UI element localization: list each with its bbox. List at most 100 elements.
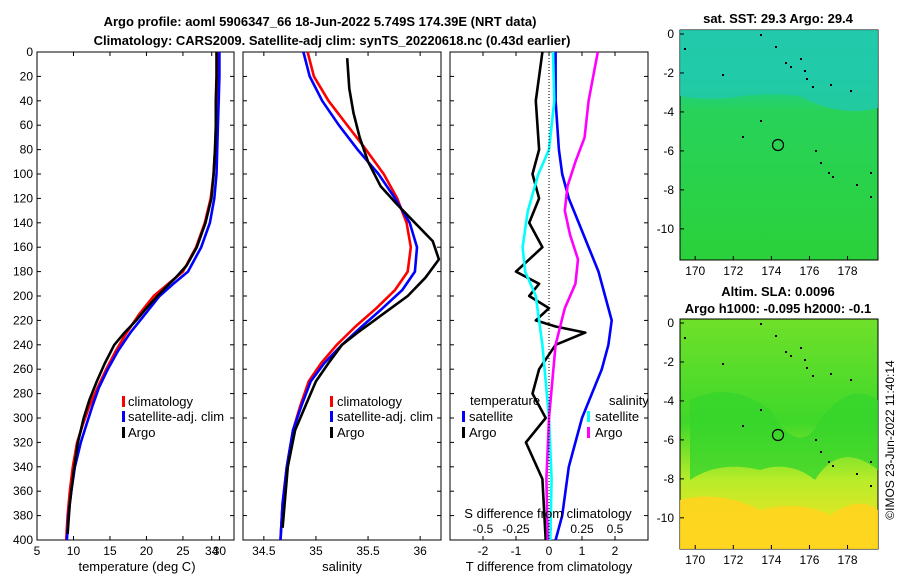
island-dot (760, 34, 762, 36)
legend-swatch-argo (330, 427, 333, 438)
salinity-lines (279, 51, 441, 541)
x-tick-label: 20 (140, 544, 154, 558)
legend-swatch-satellite (122, 411, 125, 422)
island-dot (742, 136, 744, 138)
x-tick-label: 0 (546, 544, 553, 558)
series-satellite-adj-clim (279, 51, 419, 541)
map-y-tick-label: 0 (667, 316, 674, 330)
sla-map-title-line-1: Altim. SLA: 0.0096 (721, 284, 834, 299)
island-dot (742, 425, 744, 427)
island-dot (870, 461, 872, 463)
series-argo (281, 58, 441, 528)
legend-swatch-climatology (122, 396, 125, 407)
x-tick-label: 1 (579, 544, 586, 558)
legend-satellite: satellite-adj. clim (128, 409, 224, 424)
sst-islands (684, 34, 872, 198)
s-tick-label: -0.25 (502, 522, 530, 536)
island-dot (804, 70, 806, 72)
y-tick-label: 0 (26, 45, 33, 59)
sst-argo-location-marker (771, 138, 785, 152)
imos-credit: ©IMOS 23-Jun-2022 11:40:14 (883, 360, 897, 520)
y-tick-label: 340 (13, 460, 33, 474)
island-dot (684, 48, 686, 50)
island-dot (785, 62, 787, 64)
sla-argo-location-marker (771, 428, 785, 442)
island-dot (722, 74, 724, 76)
temperature-lines (64, 52, 221, 541)
island-dot (830, 373, 832, 375)
x-tick-label: -1 (511, 544, 522, 558)
s-diff-label: S difference from climatology (464, 506, 632, 521)
island-dot (804, 359, 806, 361)
series-satellite-adj-clim (65, 52, 221, 541)
island-dot (790, 66, 792, 68)
sst-map-ticks: 170 172 174 176 178 0 -2 -4 -6 -8 -10 (657, 27, 858, 278)
x-tick-label: 36 (413, 544, 427, 558)
legend-swatch-temp-satellite (462, 411, 465, 422)
x-tick-label: 5 (34, 544, 41, 558)
island-dot (812, 375, 814, 377)
x-tick-label: 10 (67, 544, 81, 558)
y-tick-label: 280 (13, 387, 33, 401)
island-dot (800, 58, 802, 60)
difference-legend: temperature salinity satellite Argo sate… (462, 393, 649, 440)
island-dot (828, 172, 830, 174)
island-dot (870, 485, 872, 487)
map-y-tick-label: -10 (657, 222, 675, 236)
legend-title-temperature: temperature (470, 393, 540, 408)
map-y-tick-label: -10 (657, 511, 675, 525)
island-dot (775, 46, 777, 48)
salinity-xlabel: salinity (322, 559, 362, 574)
y-tick-label: 400 (13, 533, 33, 547)
x-tick-label: 35 (309, 544, 323, 558)
y-tick-label: 120 (13, 191, 33, 205)
y-tick-label: 40 (20, 94, 34, 108)
legend-argo: Argo (337, 425, 364, 440)
s-tick-label: 0.25 (570, 522, 594, 536)
legend-argo: Argo (128, 425, 155, 440)
salinity-legend: climatology satellite-adj. clim Argo (330, 394, 433, 440)
island-dot (856, 184, 858, 186)
salinity-panel-frame (242, 51, 442, 541)
y-tick-label: 160 (13, 240, 33, 254)
island-dot (760, 323, 762, 325)
island-dot (800, 347, 802, 349)
island-dot (820, 162, 822, 164)
map-y-tick-label: -2 (663, 66, 674, 80)
map-x-tick-label: 174 (761, 553, 781, 567)
island-dot (760, 409, 762, 411)
island-dot (760, 120, 762, 122)
x-tick-label: 35.5 (356, 544, 380, 558)
legend-swatch-climatology (330, 396, 333, 407)
series-temperature-satellite (554, 52, 614, 541)
map-y-tick-label: -2 (663, 355, 674, 369)
legend-temp-satellite: satellite (469, 409, 513, 424)
y-tick-label: 320 (13, 435, 33, 449)
legend-swatch-satellite (330, 411, 333, 422)
temperature-xlabel: temperature (deg C) (78, 559, 195, 574)
sla-map-title-line-2: Argo h1000: -0.095 h2000: -0.1 (685, 301, 871, 316)
figure-title-line-2: Climatology: CARS2009. Satellite-adj cli… (94, 33, 571, 48)
island-dot (775, 335, 777, 337)
x-tick-label: 25 (176, 544, 190, 558)
legend-climatology: climatology (337, 394, 403, 409)
island-dot (850, 379, 852, 381)
legend-swatch-argo (122, 427, 125, 438)
x-tick-label: 34.5 (252, 544, 276, 558)
island-dot (722, 363, 724, 365)
series-salinity-argo (545, 51, 600, 541)
sst-warm-region (680, 30, 878, 112)
island-dot (870, 196, 872, 198)
x-tick-label: -2 (478, 544, 489, 558)
island-dot (828, 461, 830, 463)
y-tick-label: 260 (13, 362, 33, 376)
salinity-axis-ticks: 34 34.5 35 35.5 36 (205, 51, 441, 558)
island-dot (850, 90, 852, 92)
y-tick-label: 180 (13, 265, 33, 279)
map-x-tick-label: 176 (799, 553, 819, 567)
island-dot (790, 355, 792, 357)
legend-swatch-temp-argo (462, 427, 465, 438)
sla-high-region (680, 496, 878, 549)
sst-map-title: sat. SST: 29.3 Argo: 29.4 (703, 11, 854, 26)
